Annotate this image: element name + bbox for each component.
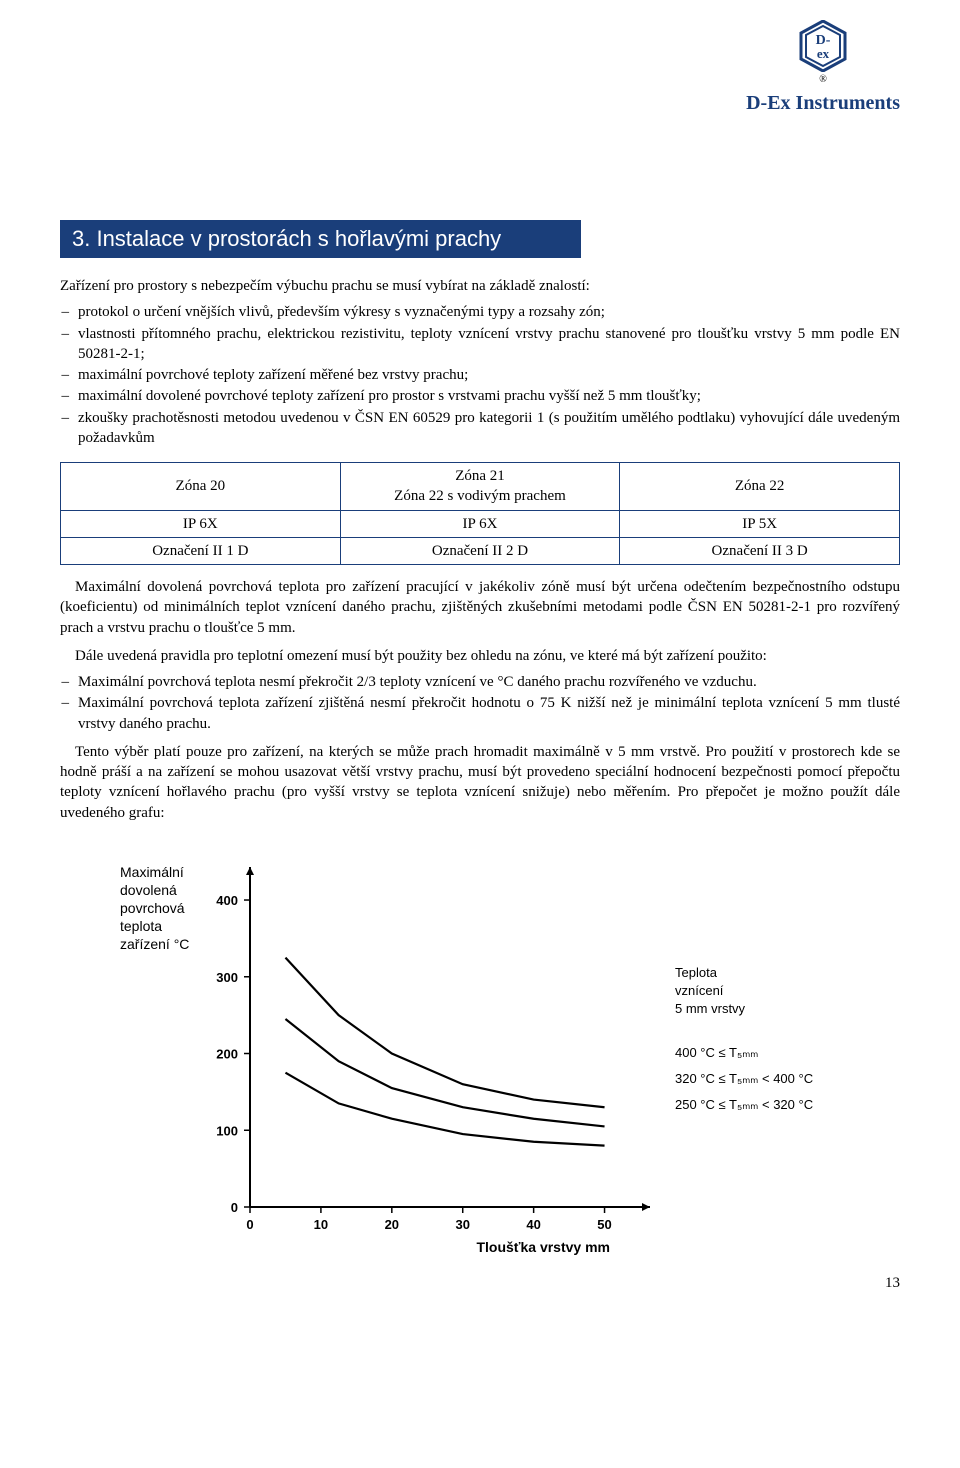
para2: Dále uvedená pravidla pro teplotní omeze… (60, 646, 900, 666)
para3: Tento výběr platí pouze pro zařízení, na… (60, 742, 900, 823)
svg-text:Maximální: Maximální (120, 864, 184, 880)
table-cell: Označení II 3 D (620, 537, 900, 564)
table-cell: Označení II 2 D (340, 537, 620, 564)
intro-para: Zařízení pro prostory s nebezpečím výbuc… (60, 276, 900, 296)
temperature-chart: 0 10 20 30 40 50 0 100 200 300 400 Maximální dovolen… (100, 847, 860, 1272)
intro-list-item: zkoušky prachotěsnosti metodou uvedenou … (78, 408, 900, 449)
table-cell: Zóna 20 (61, 463, 341, 511)
svg-text:0: 0 (231, 1200, 238, 1215)
table-row: IP 6XIP 6XIP 5X (61, 510, 900, 537)
section-heading: 3. Instalace v prostorách s hořlavými pr… (60, 220, 581, 258)
svg-text:50: 50 (597, 1217, 611, 1232)
svg-text:zařízení °C: zařízení °C (120, 936, 189, 952)
table-row: Označení II 1 DOznačení II 2 DOznačení I… (61, 537, 900, 564)
registered-mark: ® (819, 74, 827, 85)
intro-list-item: maximální povrchové teploty zařízení měř… (78, 365, 900, 385)
svg-text:ex: ex (817, 46, 830, 61)
table-cell: IP 6X (340, 510, 620, 537)
svg-text:30: 30 (455, 1217, 469, 1232)
table-cell: IP 5X (620, 510, 900, 537)
svg-text:povrchová: povrchová (120, 900, 185, 916)
svg-text:Tloušťka vrstvy mm: Tloušťka vrstvy mm (476, 1239, 610, 1255)
para2-list-item: Maximální povrchová teplota nesmí překro… (78, 672, 900, 692)
svg-text:Teplota: Teplota (675, 965, 718, 980)
svg-text:100: 100 (216, 1123, 238, 1138)
svg-text:10: 10 (314, 1217, 328, 1232)
para2-list: Maximální povrchová teplota nesmí překro… (60, 672, 900, 734)
dex-logo-icon: D- ex (799, 20, 847, 72)
svg-text:20: 20 (385, 1217, 399, 1232)
svg-text:dovolená: dovolená (120, 882, 177, 898)
zone-table: Zóna 20Zóna 21Zóna 22 s vodivým prachemZ… (60, 462, 900, 565)
svg-text:400 °C ≤ T₅ₘₘ: 400 °C ≤ T₅ₘₘ (675, 1045, 758, 1060)
table-row: Zóna 20Zóna 21Zóna 22 s vodivým prachemZ… (61, 463, 900, 511)
svg-text:320 °C ≤ T₅ₘₘ < 400 °C: 320 °C ≤ T₅ₘₘ < 400 °C (675, 1071, 813, 1086)
table-cell: Zóna 22 (620, 463, 900, 511)
page-number: 13 (885, 1275, 900, 1292)
brand-name: D-Ex Instruments (746, 92, 900, 115)
svg-text:40: 40 (526, 1217, 540, 1232)
table-cell: IP 6X (61, 510, 341, 537)
svg-text:teplota: teplota (120, 918, 162, 934)
para2-list-item: Maximální povrchová teplota zařízení zji… (78, 693, 900, 734)
svg-text:vznícení: vznícení (675, 983, 724, 998)
intro-list: protokol o určení vnějších vlivů, předev… (60, 302, 900, 448)
temperature-chart-svg: 0 10 20 30 40 50 0 100 200 300 400 Maximální dovolen… (100, 847, 860, 1267)
brand-logo-block: D- ex ® D-Ex Instruments (746, 20, 900, 115)
svg-text:200: 200 (216, 1046, 238, 1061)
intro-list-item: protokol o určení vnějších vlivů, předev… (78, 302, 900, 322)
intro-list-item: vlastnosti přítomného prachu, elektricko… (78, 324, 900, 365)
svg-text:0: 0 (246, 1217, 253, 1232)
table-cell: Označení II 1 D (61, 537, 341, 564)
svg-text:400: 400 (216, 893, 238, 908)
para1: Maximální dovolená povrchová teplota pro… (60, 577, 900, 638)
intro-list-item: maximální dovolené povrchové teploty zař… (78, 386, 900, 406)
table-cell: Zóna 21Zóna 22 s vodivým prachem (340, 463, 620, 511)
svg-text:250 °C ≤ T₅ₘₘ < 320 °C: 250 °C ≤ T₅ₘₘ < 320 °C (675, 1097, 813, 1112)
svg-text:300: 300 (216, 970, 238, 985)
svg-text:5 mm vrstvy: 5 mm vrstvy (675, 1001, 746, 1016)
body-text: Zařízení pro prostory s nebezpečím výbuc… (60, 276, 900, 823)
